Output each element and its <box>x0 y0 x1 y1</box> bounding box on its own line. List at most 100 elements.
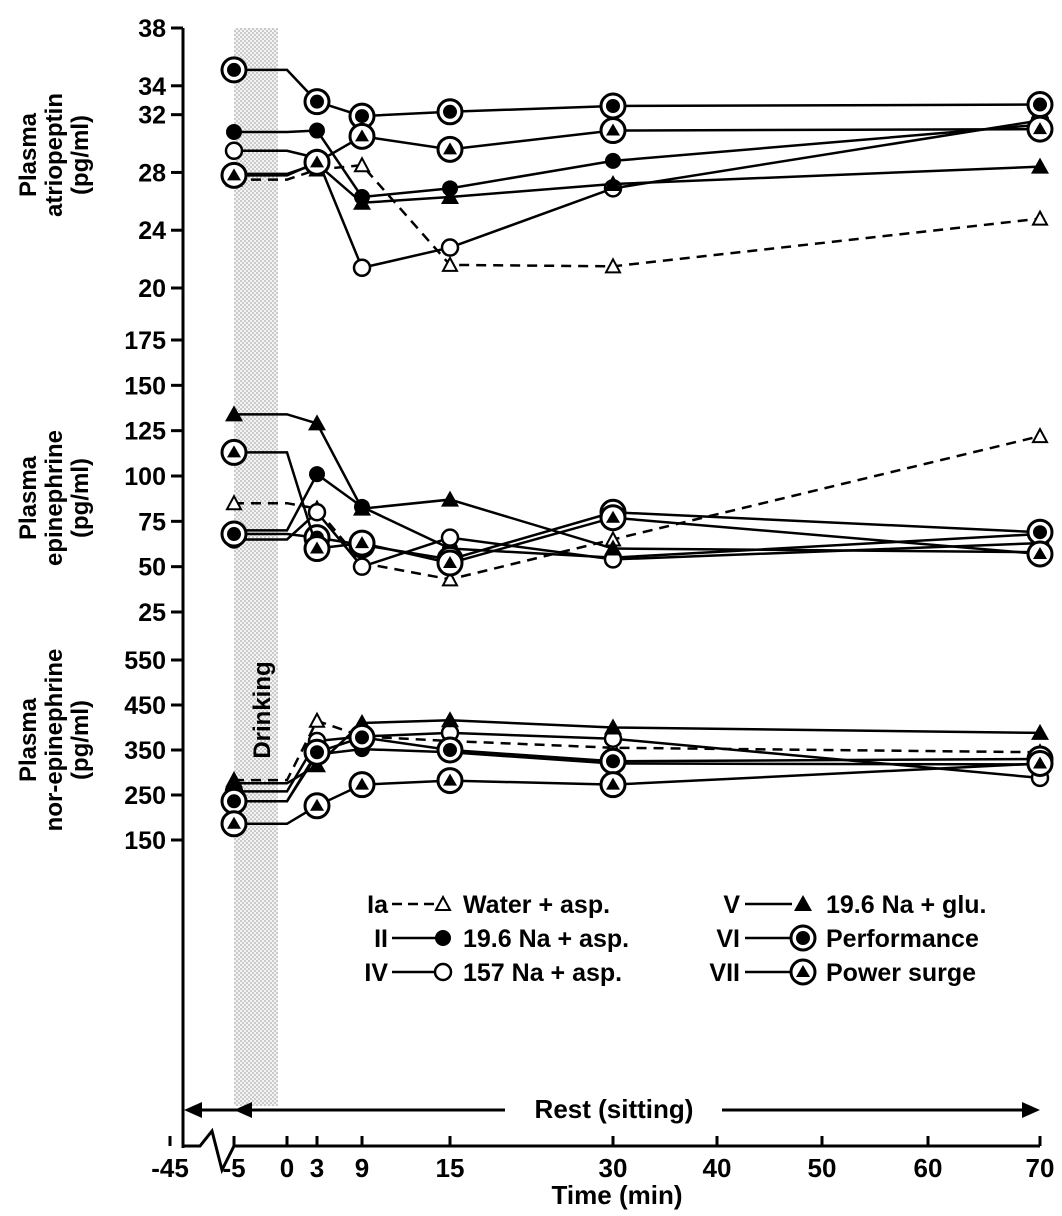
legend-series-label: 19.6 Na + glu. <box>826 891 987 919</box>
data-point-filled-circle <box>226 124 242 140</box>
legend-group-label: VII <box>709 959 740 987</box>
data-point-open-circle <box>440 238 460 257</box>
rest-arrowhead-mid <box>234 1102 252 1118</box>
y-tick-label: 38 <box>138 15 166 43</box>
y-axis-title-atriopeptin-line3: (pg/ml) <box>67 115 94 195</box>
data-point-circled-triangle-center <box>796 965 810 977</box>
data-point-filled-circle <box>309 122 325 139</box>
data-point-circled-dot-center <box>355 730 369 745</box>
legend-group-label: Ia <box>367 891 389 919</box>
data-point-circled-dot-center <box>310 94 324 109</box>
y-tick-label: 125 <box>124 418 166 446</box>
y-axis-title-epinephrine-line3: (pg/ml) <box>67 458 94 538</box>
data-point-circled-dot-center <box>227 794 241 809</box>
data-point-filled-triangle <box>441 490 459 507</box>
data-point-open-triangle <box>308 711 326 728</box>
data-point-circled-triangle-center <box>606 123 620 136</box>
data-point-circled-dot-center <box>355 109 369 124</box>
data-point-filled-triangle <box>353 193 371 210</box>
x-axis-line <box>183 1127 1040 1175</box>
data-point-filled-triangle <box>1031 723 1049 740</box>
data-point-filled-triangle <box>441 711 459 728</box>
x-tick-label: 30 <box>599 1153 628 1183</box>
series-norepinephrine-II <box>226 741 1048 810</box>
legend-item-VI: VI Performance <box>716 924 979 953</box>
data-point-filled-triangle <box>353 499 371 516</box>
legend-series-label: 19.6 Na + asp. <box>463 925 629 953</box>
data-point-circled-triangle-center <box>443 773 457 786</box>
legend-item-II: II 19.6 Na + asp. <box>374 925 629 953</box>
data-point-filled-triangle <box>441 188 459 204</box>
data-point-filled-triangle <box>604 718 622 735</box>
data-point-open-triangle <box>353 156 371 173</box>
y-tick-label: 25 <box>138 599 166 627</box>
y-axis-title-norepinephrine-line3: (pg/ml) <box>67 700 94 780</box>
rest-period-indicator: Rest (sitting) <box>184 1094 1040 1124</box>
data-point-open-circle <box>352 557 372 576</box>
y-axis-title-norepinephrine-line1: Plasma <box>15 697 42 782</box>
data-point-circled-triangle-center <box>443 142 457 155</box>
y-axis-title-norepinephrine-line2: nor-epinephrine <box>41 649 68 832</box>
series-atriopeptin-VII <box>220 115 1054 189</box>
data-point-circled-triangle-center <box>310 541 324 554</box>
rest-label: Rest (sitting) <box>535 1094 694 1124</box>
series-atriopeptin-VI <box>220 56 1054 130</box>
data-point-circled-dot-center <box>606 754 620 769</box>
series-line-norepinephrine-Ia <box>234 719 1041 782</box>
y-tick-label: 350 <box>124 737 166 765</box>
data-point-circled-dot-center <box>1033 525 1047 540</box>
x-tick-label: 9 <box>355 1153 369 1183</box>
series-epinephrine-VII <box>220 438 1054 577</box>
y-axis-title-atriopeptin-line2: atriopeptin <box>41 93 68 217</box>
data-point-circled-triangle-center <box>606 510 620 523</box>
data-point-circled-triangle-center <box>1033 546 1047 559</box>
legend-series-label: 157 Na + asp. <box>463 959 622 987</box>
y-tick-label: 175 <box>124 327 166 355</box>
data-point-circled-triangle-center <box>355 777 369 790</box>
y-tick-label: 450 <box>124 692 166 720</box>
y-tick-label: 250 <box>124 782 166 810</box>
data-point-filled-triangle <box>308 414 326 431</box>
x-tick-label: -45 <box>151 1153 189 1183</box>
y-tick-label: 100 <box>124 463 166 491</box>
data-point-filled-circle <box>435 930 451 946</box>
data-point-circled-dot-center <box>443 104 457 119</box>
series-atriopeptin-Ia <box>225 156 1049 274</box>
series-atriopeptin-V <box>225 154 1049 210</box>
data-point-filled-triangle <box>794 895 812 911</box>
drinking-band <box>234 28 278 1106</box>
data-point-circled-triangle-center <box>1033 122 1047 135</box>
data-point-open-circle <box>433 962 453 982</box>
data-point-filled-triangle <box>225 774 243 791</box>
y-tick-label: 34 <box>138 73 166 101</box>
data-point-circled-triangle-center <box>227 168 241 181</box>
data-point-filled-circle <box>605 152 621 169</box>
data-point-circled-triangle-center <box>443 556 457 569</box>
x-tick-label: 50 <box>808 1153 837 1183</box>
legend-group-label: IV <box>364 959 388 987</box>
y-tick-label: 150 <box>124 827 166 855</box>
data-point-open-triangle <box>434 894 452 911</box>
data-point-open-circle <box>307 503 327 522</box>
drinking-label: Drinking <box>249 661 276 758</box>
plot-area <box>220 56 1054 838</box>
data-point-circled-triangle-center <box>310 798 324 811</box>
data-point-circled-dot-center <box>606 99 620 113</box>
legend: Ia Water + asp. II 19.6 Na + asp. IV 157 Na +… <box>364 891 986 987</box>
y-tick-label: 75 <box>138 508 166 536</box>
legend-group-label: VI <box>716 925 740 953</box>
y-tick-label: 50 <box>138 554 166 582</box>
x-tick-label: -5 <box>222 1153 245 1183</box>
data-point-filled-circle <box>309 466 325 483</box>
data-point-circled-triangle-center <box>227 816 241 829</box>
data-point-open-circle <box>352 258 372 278</box>
data-point-circled-dot-center <box>443 743 457 757</box>
y-tick-label: 20 <box>138 275 166 303</box>
data-point-circled-triangle-center <box>355 536 369 549</box>
data-point-circled-dot-center <box>310 745 324 760</box>
rest-arrowhead-left <box>184 1102 202 1118</box>
series-epinephrine-V <box>225 405 1049 560</box>
data-point-circled-triangle-center <box>310 155 324 168</box>
